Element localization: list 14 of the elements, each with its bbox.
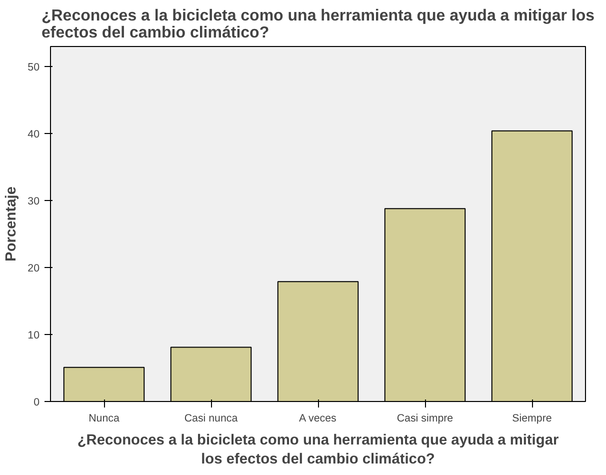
y-tick-label: 0 <box>34 396 40 408</box>
text: ¿Reconoces a la bicicleta como una herramienta que ayuda a mitigar los efectos del cambio climático? <box>77 432 559 468</box>
y-tick-label: 40 <box>28 128 40 141</box>
x-tick-label: Casi nunca <box>184 412 238 424</box>
x-tick-label: Siempre <box>512 412 552 424</box>
y-tick-label: 20 <box>28 262 40 275</box>
y-axis-title: Porcentaje <box>4 186 20 262</box>
x-tick-label: Casi simpre <box>396 412 454 424</box>
y-tick-label: 10 <box>28 330 40 342</box>
x-axis-title: ¿Reconoces a la bicicleta como una herramienta que ayuda a mitigar los efectos del cambio climático? <box>41 8 595 42</box>
y-tick-label: 30 <box>28 196 40 208</box>
x-tick-label: Nunca <box>88 412 120 424</box>
y-tick-label: 50 <box>28 62 40 74</box>
x-tick-label: A veces <box>299 412 336 424</box>
